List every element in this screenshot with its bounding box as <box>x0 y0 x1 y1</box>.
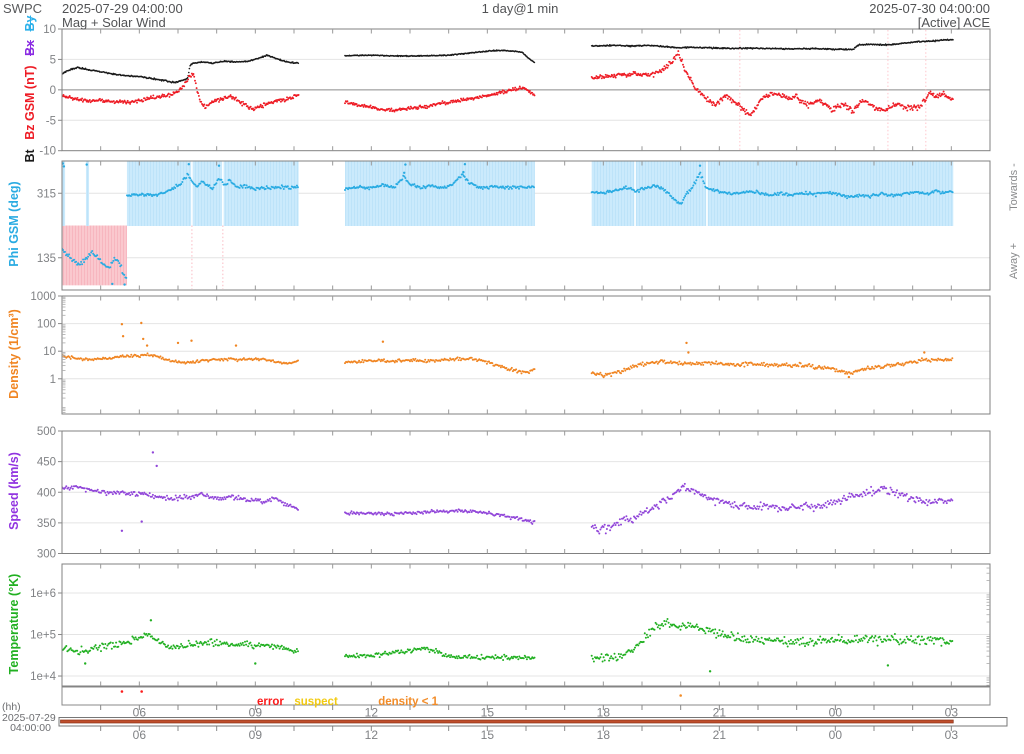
series-temperature <box>61 618 953 673</box>
y-tick-label: 1000 <box>30 291 56 303</box>
flag-legend: error suspect density < 1 <box>257 692 438 710</box>
y-tick-label: 100 <box>37 319 56 331</box>
x-hour-label: 12 <box>365 728 379 741</box>
y-tick-label: 350 <box>37 518 56 530</box>
flag-strip <box>62 687 990 705</box>
y-tick-label: 135 <box>37 253 56 265</box>
x-hour-label: 21 <box>713 728 727 741</box>
x-hour-label: 03 <box>945 728 959 741</box>
mag-axis-title: Bt Bz GSM (nT) Bx By <box>23 0 37 219</box>
y-tick-label: 1e+4 <box>30 671 57 683</box>
x-hour-label: 09 <box>249 728 263 741</box>
y-tick-label: 1e+5 <box>30 630 56 642</box>
panel-border <box>62 564 990 686</box>
x-hour-label: 15 <box>481 728 495 741</box>
band-gap <box>634 162 636 227</box>
band-gap <box>191 162 193 227</box>
error-flag-dot <box>121 690 124 693</box>
y-tick-label: 1 <box>50 374 56 386</box>
away-sector-label: Away + <box>1008 201 1020 321</box>
y-tick-label: 500 <box>37 426 56 438</box>
x-hour-label: 18 <box>597 728 611 741</box>
error-flag-dot <box>140 690 143 693</box>
y-tick-label: 5 <box>50 54 56 66</box>
toward-sector-band <box>127 162 299 227</box>
bt-label: Bt <box>23 149 37 162</box>
band-gap <box>222 162 224 227</box>
axis-unit-label: (hh) <box>2 702 59 713</box>
y-tick-label: 1e+6 <box>30 588 56 600</box>
y-tick-label: 450 <box>37 457 56 469</box>
series-bz <box>61 50 954 116</box>
bz-label: Bz GSM (nT) <box>23 65 37 139</box>
series-density <box>61 322 953 379</box>
y-tick-label: 300 <box>37 549 56 561</box>
suspect-flag-label: suspect <box>294 696 337 708</box>
time-axis-caption: (hh) 2025-07-29 04:00:00 <box>2 702 59 734</box>
axis-time-label: 04:00:00 <box>2 723 59 734</box>
bx-label: Bx <box>23 40 37 56</box>
error-flag-label: error <box>257 696 284 708</box>
spacecraft-status: [Active] ACE <box>830 15 990 30</box>
y-tick-label: 0 <box>50 85 56 97</box>
y-tick-label: 10 <box>43 346 56 358</box>
by-label: By <box>23 16 37 32</box>
x-hour-label: 06 <box>133 728 147 741</box>
y-tick-label: 10 <box>43 24 56 36</box>
toward-sector-band <box>345 162 535 227</box>
y-tick-label: -10 <box>39 146 56 158</box>
panel-border <box>62 296 990 414</box>
y-tick-label: -5 <box>46 115 56 127</box>
density-flag-label: density < 1 <box>378 696 438 708</box>
x-hour-label: 00 <box>829 728 843 741</box>
availability-bar <box>61 720 954 723</box>
plot-cadence: 1 day@1 min <box>420 1 620 16</box>
toward-sector-band <box>86 162 89 227</box>
series-speed <box>61 451 953 534</box>
plot-title: Mag + Solar Wind <box>62 15 166 30</box>
y-tick-label: 315 <box>37 188 56 200</box>
plot-end-time: 2025-07-30 04:00:00 <box>830 1 990 16</box>
plot-start-time: 2025-07-29 04:00:00 <box>62 1 183 16</box>
band-gap <box>706 162 708 227</box>
y-tick-label: 400 <box>37 487 56 499</box>
density-flag-dot <box>679 694 682 697</box>
